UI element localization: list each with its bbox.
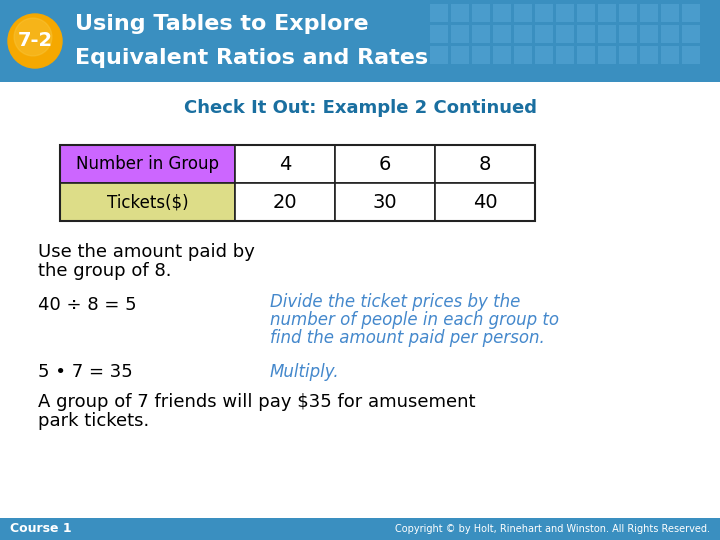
Text: Equivalent Ratios and Rates: Equivalent Ratios and Rates <box>75 48 428 68</box>
Bar <box>451 4 469 22</box>
Text: find the amount paid per person.: find the amount paid per person. <box>270 329 545 347</box>
Bar <box>682 25 700 43</box>
Bar <box>556 4 574 22</box>
Bar <box>619 46 637 64</box>
Bar <box>682 4 700 22</box>
Text: Copyright © by Holt, Rinehart and Winston. All Rights Reserved.: Copyright © by Holt, Rinehart and Winsto… <box>395 524 710 534</box>
Text: Use the amount paid by: Use the amount paid by <box>38 243 255 261</box>
Bar <box>435 183 535 221</box>
Text: Number in Group: Number in Group <box>76 155 219 173</box>
Bar <box>451 46 469 64</box>
Bar <box>556 46 574 64</box>
Bar <box>335 145 435 183</box>
Bar <box>661 4 679 22</box>
Text: 6: 6 <box>379 154 391 173</box>
Bar <box>493 25 511 43</box>
Text: Divide the ticket prices by the: Divide the ticket prices by the <box>270 293 521 311</box>
Text: 30: 30 <box>373 192 397 212</box>
Bar <box>535 4 553 22</box>
Bar <box>235 145 335 183</box>
Bar <box>493 46 511 64</box>
Bar <box>514 25 532 43</box>
Bar <box>535 46 553 64</box>
Text: Check It Out: Example 2 Continued: Check It Out: Example 2 Continued <box>184 99 536 117</box>
Bar <box>60 145 535 221</box>
Bar <box>640 25 658 43</box>
Bar <box>472 4 490 22</box>
Bar <box>598 25 616 43</box>
Bar <box>472 46 490 64</box>
Bar <box>661 46 679 64</box>
Bar <box>514 4 532 22</box>
Bar <box>235 183 335 221</box>
Bar <box>619 25 637 43</box>
Bar <box>335 183 435 221</box>
Text: 8: 8 <box>479 154 491 173</box>
Text: number of people in each group to: number of people in each group to <box>270 311 559 329</box>
Bar <box>661 25 679 43</box>
Bar <box>493 4 511 22</box>
Text: Course 1: Course 1 <box>10 523 71 536</box>
Bar <box>60 145 235 183</box>
Text: 20: 20 <box>273 192 297 212</box>
Bar <box>556 25 574 43</box>
Bar <box>430 25 448 43</box>
Bar <box>598 4 616 22</box>
Bar <box>577 46 595 64</box>
Text: park tickets.: park tickets. <box>38 412 149 430</box>
Text: Using Tables to Explore: Using Tables to Explore <box>75 14 369 34</box>
Bar <box>430 4 448 22</box>
Text: Tickets($): Tickets($) <box>107 193 189 211</box>
Text: the group of 8.: the group of 8. <box>38 262 171 280</box>
Bar <box>640 46 658 64</box>
Bar <box>472 25 490 43</box>
Bar <box>451 25 469 43</box>
Bar <box>535 25 553 43</box>
Text: 7-2: 7-2 <box>17 31 53 51</box>
Bar <box>682 46 700 64</box>
Bar <box>514 46 532 64</box>
Bar <box>577 4 595 22</box>
Text: 5 • 7 = 35: 5 • 7 = 35 <box>38 363 132 381</box>
Bar <box>577 25 595 43</box>
Bar <box>619 4 637 22</box>
Bar <box>0 0 720 82</box>
Bar <box>598 46 616 64</box>
Circle shape <box>8 14 62 68</box>
Text: 40: 40 <box>473 192 498 212</box>
Text: Multiply.: Multiply. <box>270 363 340 381</box>
Bar <box>60 183 235 221</box>
Bar <box>430 46 448 64</box>
Text: 4: 4 <box>279 154 291 173</box>
Bar <box>0 518 720 540</box>
Circle shape <box>14 18 52 56</box>
Text: A group of 7 friends will pay $35 for amusement: A group of 7 friends will pay $35 for am… <box>38 393 475 411</box>
Bar <box>640 4 658 22</box>
Text: 40 ÷ 8 = 5: 40 ÷ 8 = 5 <box>38 296 137 314</box>
Bar <box>435 145 535 183</box>
